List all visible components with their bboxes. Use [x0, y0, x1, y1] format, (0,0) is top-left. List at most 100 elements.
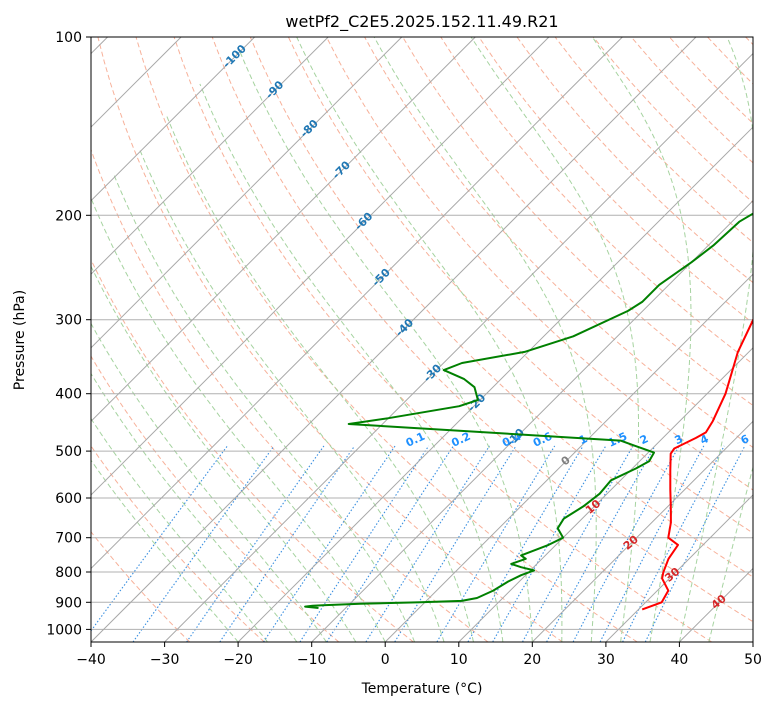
dry-adiabat	[91, 355, 340, 642]
x-axis: −40 −30 −20 −10 0 10 20 30 40 50	[76, 642, 762, 668]
mixing-ratio-line	[394, 445, 517, 642]
isotherm-gridline	[91, 37, 403, 349]
mixing-ratio-label: 8	[768, 432, 775, 447]
dry-adiabat	[478, 37, 753, 324]
x-tick-label: 40	[670, 652, 688, 668]
moist-adiabat	[470, 37, 639, 642]
mixing-ratio-line	[365, 445, 490, 642]
moist-adiabat	[91, 417, 268, 642]
mixing-ratio-line	[599, 445, 705, 642]
temperature-profile-line	[641, 318, 753, 611]
dry-adiabat	[745, 37, 753, 46]
moist-adiabat	[91, 265, 357, 642]
mixing-ratio-line	[644, 445, 746, 642]
moist-adiabat	[708, 465, 753, 642]
isotherm-gridline	[91, 37, 329, 275]
y-tick-label: 100	[55, 30, 82, 46]
moist-adiabat	[373, 37, 597, 642]
isotherm-gridline	[91, 37, 697, 642]
mixing-ratio-label: 0.6	[531, 430, 554, 450]
dry-adiabat	[91, 445, 265, 642]
dry-adiabat	[97, 37, 563, 642]
isotherm-gridline	[458, 347, 753, 642]
mixing-ratio-line	[263, 445, 396, 642]
moist-adiabat	[591, 37, 692, 642]
dry-adiabat	[91, 148, 489, 642]
dry-adiabat	[211, 37, 753, 623]
chart-title: wetPf2_C2E5.2025.152.11.49.R21	[285, 12, 558, 32]
mixing-ratio-line	[299, 445, 430, 642]
moist-adiabat	[199, 83, 504, 642]
dry-adiabat	[592, 37, 753, 204]
mixing-ratio-label: 4	[698, 432, 711, 447]
y-tick-label: 900	[55, 595, 82, 611]
mixing-ratio-line	[132, 445, 275, 642]
dry-adiabat	[669, 37, 753, 125]
x-tick-label: 10	[450, 652, 468, 668]
x-tick-label: −20	[223, 652, 253, 668]
isotherm-gridline	[91, 37, 550, 496]
moist-adiabat	[296, 37, 563, 642]
mixing-ratio-label: 0.2	[449, 430, 472, 450]
dewpoint-profile-line	[304, 212, 753, 609]
x-tick-label: 0	[381, 652, 390, 668]
moist-adiabat	[139, 149, 445, 642]
dry-adiabat	[249, 37, 753, 578]
x-tick-label: −30	[150, 652, 180, 668]
profile-series	[304, 212, 753, 611]
dry-adiabat	[364, 37, 753, 449]
mixing-ratio-line	[492, 445, 607, 642]
mixing-ratio-label: 2	[638, 432, 650, 447]
x-tick-label: −10	[297, 652, 327, 668]
dry-adiabat	[326, 37, 753, 491]
isotherm-gridline	[91, 37, 256, 202]
moist-adiabat	[678, 37, 753, 642]
moist-adiabat	[91, 322, 327, 642]
y-tick-label: 800	[55, 565, 82, 581]
moist-adiabat	[238, 49, 533, 642]
y-tick-label: 600	[55, 491, 82, 507]
y-tick-label: 1000	[46, 622, 82, 638]
isotherm-gridline	[531, 420, 753, 642]
background-grid	[91, 37, 753, 642]
x-tick-label: −40	[76, 652, 106, 668]
y-axis-label: Pressure (hPa)	[12, 290, 28, 390]
isotherm-gridline	[311, 199, 753, 642]
isotherm-gridline	[164, 52, 753, 642]
mixing-ratio-label: 0.1	[404, 430, 427, 450]
mixing-ratio-line	[546, 445, 656, 642]
mixing-ratio-line	[436, 445, 556, 642]
x-axis-label: Temperature (°C)	[361, 681, 483, 697]
y-tick-label: 300	[55, 313, 82, 329]
moist-adiabat	[91, 196, 386, 642]
x-tick-label: 50	[744, 652, 762, 668]
dry-adiabat	[91, 531, 191, 642]
isotherm-gridline	[91, 37, 476, 423]
dry-adiabat	[91, 258, 414, 642]
x-tick-label: 20	[523, 652, 541, 668]
y-axis: 1000 900 800 700 600 500 400 300 200 100	[46, 30, 91, 638]
mixing-ratio-line	[572, 445, 680, 642]
mixing-ratio-line	[326, 445, 454, 642]
x-tick-label: 30	[597, 652, 615, 668]
y-tick-label: 700	[55, 531, 82, 547]
isotherm-gridline	[679, 567, 753, 642]
mixing-ratio-line	[219, 445, 356, 642]
isotherm-gridline	[384, 273, 753, 642]
y-tick-label: 500	[55, 444, 82, 460]
line-labels: -100-90-80-70-60-50-40-30-20-100.1 0.2 0.4…	[220, 42, 775, 612]
mixing-ratio-label: 6	[739, 432, 752, 447]
dry-adiabat	[516, 37, 753, 284]
isotherm-label: -80	[298, 117, 321, 140]
isotherm-gridline	[91, 37, 623, 570]
dry-adiabat	[402, 37, 753, 407]
isotherm-gridline	[237, 126, 753, 642]
plot-frame	[90, 36, 754, 643]
isotherm-gridline	[752, 641, 753, 642]
mixing-ratio-line	[522, 445, 634, 642]
dry-adiabat	[135, 37, 638, 642]
mixing-ratio-line	[467, 445, 584, 642]
y-tick-label: 400	[55, 387, 82, 403]
isotherm-gridline	[605, 494, 753, 642]
